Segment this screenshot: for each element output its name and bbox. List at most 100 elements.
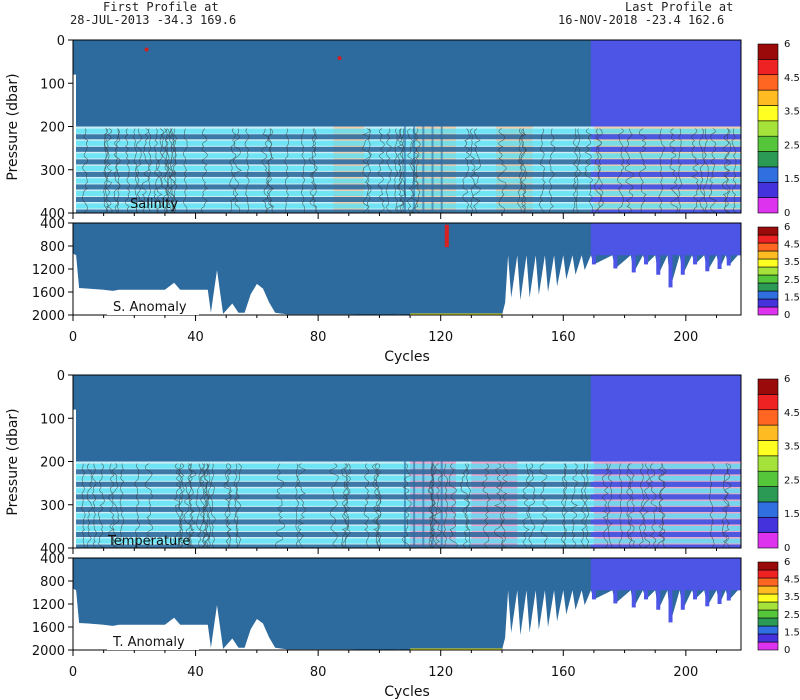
salinity-colorbar-swatch xyxy=(757,74,779,91)
temperature-anomaly-colorbar-swatch xyxy=(757,617,779,627)
temperature-contour-line xyxy=(199,463,206,548)
salinity-colorbar-swatch xyxy=(757,151,779,168)
temperature-contours xyxy=(81,463,732,548)
salinity-anomaly-late-spike xyxy=(656,255,661,275)
salinity-anomaly-late-spike xyxy=(726,255,731,266)
salinity-contour-line xyxy=(698,128,705,213)
salinity-anomaly-colorbar-tick: 3.5 xyxy=(784,257,800,268)
temperature-contour-line xyxy=(642,463,650,548)
salinity-late-stripe xyxy=(590,196,741,202)
temperature-contour-line xyxy=(344,463,351,548)
salinity-anomaly-x-axis-label: Cycles xyxy=(384,349,430,365)
temperature-colorbar-swatch xyxy=(757,409,779,426)
salinity-anomaly-field xyxy=(73,223,741,315)
salinity-contour-line xyxy=(170,128,175,213)
temperature-colorbar-swatch xyxy=(757,516,779,533)
temperature-contour-line xyxy=(92,463,97,548)
salinity-anomaly-colorbar-swatch xyxy=(757,258,779,268)
temperature-y-tick-label: 0 xyxy=(57,369,65,384)
salinity-contour-line xyxy=(690,128,699,213)
salinity-anomaly-colorbar-swatch xyxy=(757,226,779,236)
temperature-contour-line xyxy=(527,463,536,548)
temperature-stripe xyxy=(76,494,741,500)
salinity-contour-line xyxy=(396,128,404,213)
salinity-contour-line xyxy=(410,128,419,213)
temperature-anomaly-x-tick-label: 0 xyxy=(69,665,77,680)
salinity-y-tick-label: 400 xyxy=(40,207,65,222)
salinity-y-tick-label: 100 xyxy=(40,77,65,92)
temperature-anomaly-late-spike xyxy=(668,590,673,623)
salinity-contour-line xyxy=(300,128,306,213)
temperature-contour-line xyxy=(657,463,666,548)
temperature-late-upper xyxy=(590,375,741,462)
salinity-contour-line xyxy=(497,128,507,213)
salinity-stripe xyxy=(76,203,741,209)
salinity-contour-line xyxy=(141,128,150,213)
salinity-contour-line xyxy=(311,128,317,213)
temperature-late-stripe xyxy=(590,494,741,500)
temperature-contour-line xyxy=(482,463,491,548)
temperature-contour-line xyxy=(649,463,658,548)
temperature-anomaly-y-tick-label: 1600 xyxy=(32,621,65,636)
temperature-contour-line xyxy=(86,463,93,548)
temperature-anomaly-x-tick-label: 200 xyxy=(673,665,698,680)
salinity-stripe xyxy=(76,140,741,146)
temperature-late-stripe xyxy=(590,544,741,548)
salinity-anomaly-x-tick-label: 80 xyxy=(310,330,327,345)
salinity-stripe xyxy=(76,159,741,165)
temperature-profile-column xyxy=(403,461,406,548)
temperature-anomaly-panel-label-bg xyxy=(107,633,199,650)
salinity-contour-line xyxy=(617,128,624,213)
salinity-contour-line xyxy=(261,128,270,213)
temperature-stripe xyxy=(76,469,741,475)
salinity-contour-line xyxy=(584,128,593,213)
salinity-contour-line xyxy=(677,128,683,213)
salinity-contour-line xyxy=(164,128,169,213)
temperature-contour-line xyxy=(500,463,508,548)
temperature-left-gap xyxy=(73,409,76,548)
salinity-profile-column xyxy=(422,126,425,213)
salinity-profile-column xyxy=(403,126,406,213)
salinity-late-stripe xyxy=(590,171,741,177)
salinity-contour-line xyxy=(548,128,556,213)
temperature-anomaly-late-spike xyxy=(656,590,661,610)
salinity-anomaly-yellow-band xyxy=(410,313,502,315)
temperature-anomaly-colorbar-swatch xyxy=(757,561,779,571)
temperature-contour-line xyxy=(429,463,436,548)
temperature-colorbar-swatch xyxy=(757,501,779,518)
temperature-contour-line xyxy=(571,463,579,548)
salinity-contour-line xyxy=(401,128,406,213)
salinity-colorbar-swatch xyxy=(757,135,779,152)
salinity-contour-line xyxy=(398,128,406,213)
temperature-contour-line xyxy=(108,463,115,548)
salinity-contour-line xyxy=(596,128,604,213)
salinity-contour-line xyxy=(104,128,109,213)
temperature-stripe xyxy=(76,519,741,525)
temperature-late-stripe xyxy=(590,481,741,487)
temperature-contour-line xyxy=(580,463,586,548)
temperature-contour-line xyxy=(602,463,609,548)
salinity-late-stripe xyxy=(590,209,741,213)
salinity-anomaly-y-tick-label: 1200 xyxy=(32,263,65,278)
salinity-anomaly-late-spike xyxy=(591,255,596,265)
temperature-x-ticks xyxy=(72,548,717,554)
temperature-y-axis-label: Pressure (dbar) xyxy=(5,408,21,515)
salinity-anomaly-colorbar: 0 1.5 2.5 3.5 4.5 6 xyxy=(757,222,800,321)
salinity-anomaly-y-tick-label: 2000 xyxy=(32,309,65,324)
salinity-anomaly-y-ticks: 400 800 1200 1600 2000 xyxy=(32,217,73,324)
salinity-contour-line xyxy=(153,128,160,213)
temperature-contour-line xyxy=(618,463,623,548)
salinity-anomaly-x-tick-label: 40 xyxy=(187,330,204,345)
salinity-anomaly-panel-label: S. Anomaly xyxy=(113,300,187,315)
salinity-y-axis-label: Pressure (dbar) xyxy=(5,73,21,180)
salinity-contour-line xyxy=(105,128,113,213)
temperature-anomaly-colorbar-swatch xyxy=(757,593,779,603)
salinity-anomaly-colorbar-swatch xyxy=(757,282,779,292)
salinity-contour-line xyxy=(703,128,709,213)
salinity-anomaly-colorbar-tick: 0 xyxy=(784,310,790,321)
temperature-anomaly-colorbar-swatch xyxy=(757,633,779,643)
salinity-y-tick-label: 300 xyxy=(40,164,65,179)
salinity-stripe xyxy=(76,146,741,152)
salinity-late-upper xyxy=(590,40,741,127)
